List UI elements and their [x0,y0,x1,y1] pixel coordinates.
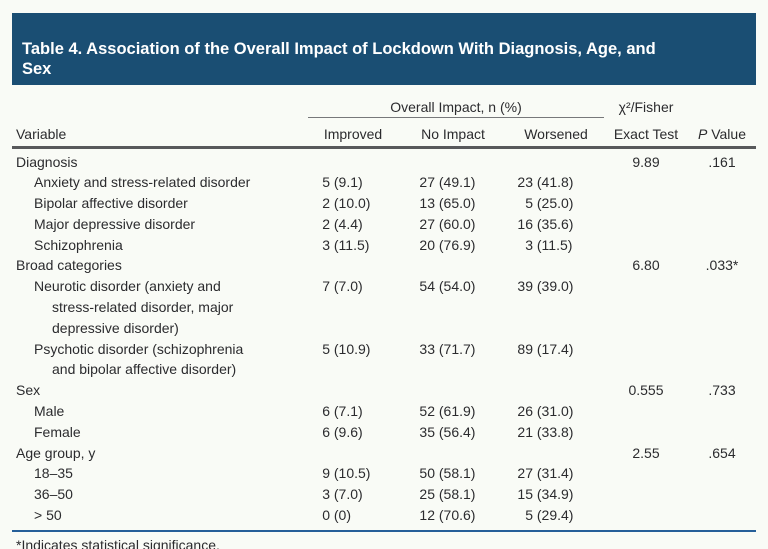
cell-no-impact: 12 (70.6) [419,507,476,524]
cell-p-value: .033* [705,257,739,274]
cell-improved: 7 (7.0) [322,278,363,295]
p-value-rest: Value [707,125,746,142]
row-label: Schizophrenia [34,236,123,253]
section-label: Sex [16,382,41,399]
row-label: Neurotic disorder (anxiety and stress-re… [34,278,234,336]
column-header-chi2-line2: Exact Test [604,117,688,149]
cell-worsened: 23 (41.8) [517,174,574,191]
cell-improved: 6 (7.1) [322,403,363,420]
cell-improved: 6 (9.6) [322,423,363,440]
cell-improved: 5 (9.1) [322,174,363,191]
table-title: Table 4. Association of the Overall Impa… [22,39,656,79]
row-label: Female [34,423,81,440]
cell-no-impact: 54 (54.0) [419,278,476,295]
cell-no-impact: 25 (58.1) [419,486,476,503]
cell-improved: 3 (11.5) [322,236,370,253]
row-label: Male [34,403,65,420]
statistics-table: Overall Impact, n (%) χ²/Fisher Variable… [12,90,756,526]
cell-no-impact: 52 (61.9) [419,403,476,420]
column-header-chi2-line1: χ²/Fisher [618,99,674,115]
p-value-italic-p: P [697,125,708,142]
header-spanner-row: Overall Impact, n (%) χ²/Fisher [12,90,756,118]
section-label: Diagnosis [16,153,78,170]
cell-worsened: 5 (29.4) [525,507,574,524]
cell-chi2: 9.89 [632,153,660,170]
cell-worsened: 26 (31.0) [517,403,574,420]
cell-improved: 2 (4.4) [322,215,363,232]
cell-improved: 0 (0) [322,507,352,524]
column-header-worsened: Worsened [508,117,604,149]
cell-p-value: .161 [708,153,736,170]
cell-worsened: 89 (17.4) [517,340,574,357]
table-title-bar: Table 4. Association of the Overall Impa… [12,13,756,85]
row-label: Major depressive disorder [34,215,196,232]
cell-improved: 3 (7.0) [322,486,363,503]
data-row-schizophrenia: Schizophrenia 3 (11.5) 20 (76.9) 3 (11.5… [12,235,756,256]
cell-improved: 2 (10.0) [322,195,371,212]
column-group-overall-impact-label: Overall Impact, n (%) [390,98,522,115]
data-row-female: Female 6 (9.6) 35 (56.4) 21 (33.8) [12,422,756,443]
row-label: Psychotic disorder (schizophrenia and bi… [34,340,244,378]
section-row-sex: Sex 0.555 .733 [12,380,756,401]
cell-worsened: 21 (33.8) [517,423,574,440]
row-label: Anxiety and stress-related disorder [34,174,251,191]
data-row-age-36-50: 36–50 3 (7.0) 25 (58.1) 15 (34.9) [12,484,756,505]
table-header: Overall Impact, n (%) χ²/Fisher Variable… [12,90,756,149]
cell-chi2: 6.80 [632,257,660,274]
data-row-bipolar: Bipolar affective disorder 2 (10.0) 13 (… [12,193,756,214]
row-label: 36–50 [34,486,73,503]
column-header-p-value: P Value [688,117,756,149]
column-group-overall-impact: Overall Impact, n (%) [308,90,604,118]
cell-worsened: 27 (31.4) [517,465,574,482]
cell-chi2: 0.555 [628,382,664,399]
row-label: 18–35 [34,465,73,482]
cell-worsened: 15 (34.9) [517,486,574,503]
table-body: Diagnosis 9.89 .161 Anxiety and stress-r… [12,147,756,526]
section-row-broad-categories: Broad categories 6.80 .033* [12,255,756,276]
cell-no-impact: 13 (65.0) [419,195,476,212]
section-label: Broad categories [16,257,122,274]
column-header-no-impact: No Impact [398,117,508,149]
cell-chi2: 2.55 [632,444,660,461]
header-row: Variable Improved No Impact Worsened Exa… [12,117,756,149]
data-row-age-over-50: > 50 0 (0) 12 (70.6) 5 (29.4) [12,505,756,526]
column-header-variable: Variable [12,117,308,149]
cell-no-impact: 50 (58.1) [419,465,476,482]
cell-worsened: 16 (35.6) [517,215,574,232]
cell-worsened: 39 (39.0) [517,278,574,295]
data-row-male: Male 6 (7.1) 52 (61.9) 26 (31.0) [12,401,756,422]
cell-worsened: 5 (25.0) [525,195,574,212]
cell-worsened: 3 (11.5) [525,236,573,253]
cell-no-impact: 27 (60.0) [419,215,476,232]
cell-no-impact: 35 (56.4) [419,423,476,440]
cell-p-value: .654 [708,444,736,461]
cell-p-value: .733 [708,382,736,399]
data-row-anxiety: Anxiety and stress-related disorder 5 (9… [12,172,756,193]
row-label: Bipolar affective disorder [34,195,188,212]
section-row-diagnosis: Diagnosis 9.89 .161 [12,147,756,172]
data-row-major-depressive: Major depressive disorder 2 (4.4) 27 (60… [12,214,756,235]
cell-improved: 9 (10.5) [322,465,371,482]
cell-improved: 5 (10.9) [322,340,371,357]
data-row-age-18-35: 18–35 9 (10.5) 50 (58.1) 27 (31.4) [12,463,756,484]
section-row-age-group: Age group, y 2.55 .654 [12,443,756,464]
data-row-neurotic: Neurotic disorder (anxiety and stress-re… [12,276,756,338]
column-header-improved: Improved [308,117,398,149]
section-label: Age group, y [16,444,96,461]
data-row-psychotic: Psychotic disorder (schizophrenia and bi… [12,339,756,381]
cell-no-impact: 20 (76.9) [419,236,476,253]
cell-no-impact: 27 (49.1) [419,174,476,191]
row-label: > 50 [34,507,62,524]
cell-no-impact: 33 (71.7) [419,340,476,357]
table-footnote: *Indicates statistical significance. [12,529,756,549]
